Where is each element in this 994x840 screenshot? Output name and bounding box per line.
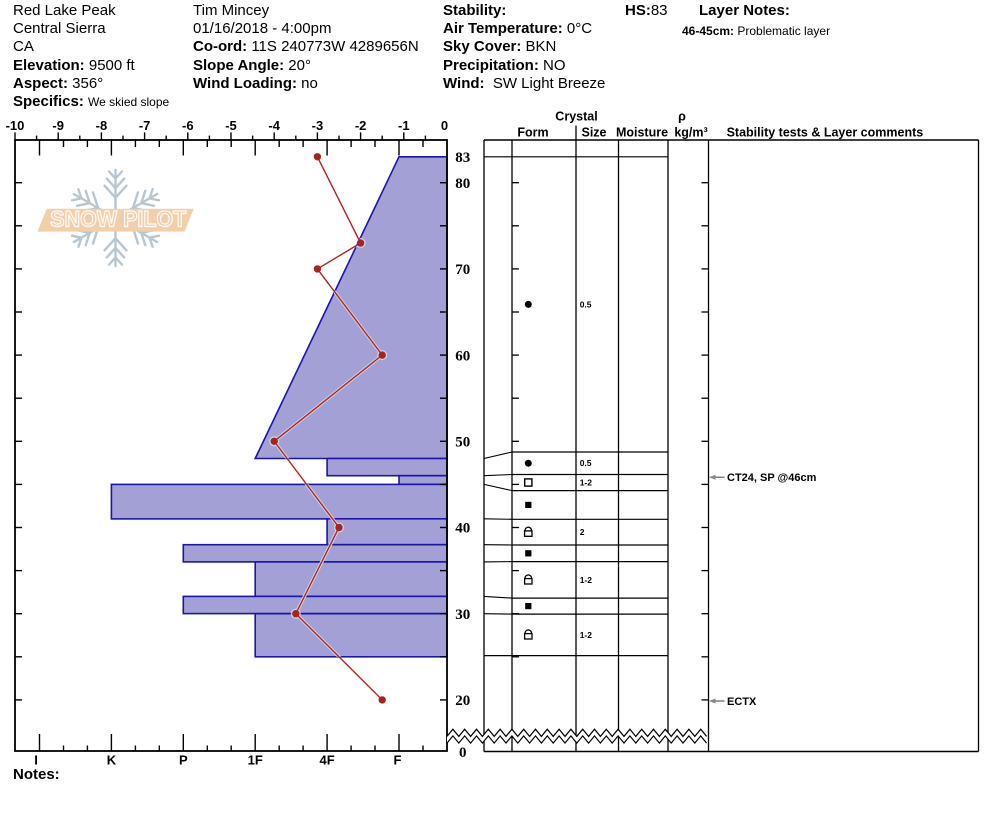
svg-text:-6: -6 [182,118,194,133]
svg-text:1-2: 1-2 [580,575,593,585]
svg-text:ECTX: ECTX [727,696,757,708]
svg-text:-3: -3 [312,118,324,133]
svg-text:30: 30 [455,607,470,623]
svg-text:60: 60 [455,348,470,364]
svg-text:1F: 1F [248,753,263,768]
svg-text:Stability tests & Layer commen: Stability tests & Layer comments [727,126,924,140]
svg-text:-4: -4 [268,118,280,133]
svg-text:40: 40 [455,521,470,537]
svg-text:Size: Size [581,126,606,140]
svg-text:F: F [394,753,402,768]
svg-text:Form: Form [517,126,548,140]
svg-text:-8: -8 [96,118,108,133]
svg-text:kg/m³: kg/m³ [674,126,707,140]
svg-text:-9: -9 [52,118,64,133]
svg-text:ρ: ρ [678,110,686,124]
svg-text:83: 83 [455,150,470,166]
svg-text:1-2: 1-2 [580,478,593,488]
svg-text:0: 0 [441,118,448,133]
svg-text:-7: -7 [139,118,151,133]
svg-text:70: 70 [455,262,470,278]
svg-text:P: P [179,753,188,768]
svg-text:-5: -5 [225,118,237,133]
svg-text:20: 20 [455,693,470,709]
svg-text:80: 80 [455,176,470,192]
svg-text:0.5: 0.5 [580,458,592,468]
svg-text:4F: 4F [320,753,335,768]
svg-text:I: I [34,753,38,768]
svg-text:-10: -10 [6,118,25,133]
svg-text:-1: -1 [398,118,410,133]
svg-text:-2: -2 [355,118,367,133]
svg-text:2: 2 [580,527,585,537]
svg-text:50: 50 [455,435,470,451]
svg-text:Crystal: Crystal [555,110,597,124]
svg-text:CT24, SP @46cm: CT24, SP @46cm [727,472,817,484]
svg-text:1-2: 1-2 [580,630,593,640]
svg-text:SNOW PILOT: SNOW PILOT [50,207,186,232]
svg-text:0: 0 [459,745,467,761]
svg-text:Moisture: Moisture [616,126,668,140]
svg-text:K: K [107,753,117,768]
svg-text:0.5: 0.5 [580,299,592,309]
